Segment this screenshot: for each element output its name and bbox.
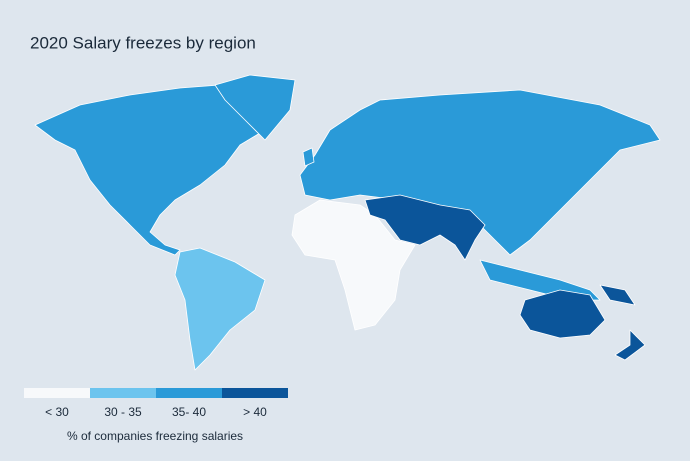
australia [519, 289, 606, 339]
north-america [34, 84, 266, 256]
papua [599, 284, 636, 306]
legend-swatch [222, 388, 288, 398]
legend-swatch [90, 388, 156, 398]
southeast-asia [479, 259, 601, 301]
legend-label: > 40 [243, 405, 267, 419]
legend-swatch [24, 388, 90, 398]
legend-label: 30 - 35 [104, 405, 142, 419]
regions [34, 74, 661, 371]
new-zealand [614, 329, 646, 361]
middle-east-south-asia [364, 194, 486, 261]
legend: < 30 30 - 35 35- 40 > 40 [24, 388, 288, 419]
map-title: 2020 Salary freezes by region [30, 33, 256, 52]
legend-label: < 30 [45, 405, 69, 419]
uk [302, 147, 315, 167]
legend-title: % of companies freezing salaries [67, 429, 243, 443]
south-america [174, 247, 266, 371]
greenland [214, 74, 296, 141]
legend-swatch [156, 388, 222, 398]
legend-label: 35- 40 [172, 405, 206, 419]
africa [291, 199, 416, 331]
